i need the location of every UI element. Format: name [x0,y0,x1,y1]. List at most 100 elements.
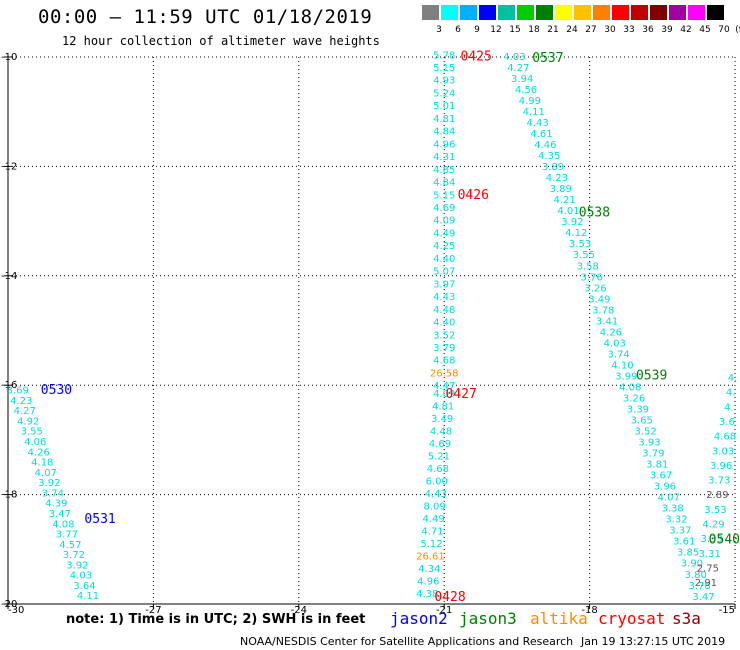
legend-label: 12 [490,25,502,35]
legend-label: 36 [642,25,654,35]
wave-height-value: 3.03 [712,446,734,457]
pass-time-label: 0427 [446,387,477,402]
chart-axes: -30 -27 -24 -21 -18 -15-10-12-14-16-18-20 [1,52,736,616]
legend-swatch [460,5,477,20]
legend-swatch [536,5,553,20]
wave-height-value: 4.47 [433,381,455,392]
wave-height-value: 3.72 [63,550,85,561]
pass-time-label: 0530 [41,383,72,398]
wave-height-value: 4.61 [530,129,552,140]
wave-height-value: 4.03 [604,338,626,349]
wave-height-value: 4.12 [565,228,587,239]
x-tick-label: -18 [581,605,597,616]
wave-height-value: 3.52 [433,330,455,341]
wave-height-value: 4.10 [611,360,633,371]
wave-height-value: 3.79 [433,343,455,354]
x-tick-label: -27 [145,605,161,616]
pass-time-label: 0428 [434,590,465,605]
wave-height-value: 4.23 [546,173,568,184]
wave-height-value: 4.38 [416,589,438,600]
wave-height-value: 3.94 [511,74,533,85]
wave-height-value: 4.69 [433,203,455,214]
wave-height-value: 4.84 [433,127,455,138]
wave-height-value: 4.18 [31,458,53,469]
wave-height-value: 4. [726,388,736,399]
legend-swatch [631,5,648,20]
pass-time-label: 0538 [579,205,610,220]
wave-height-value: 6.00 [426,476,448,487]
wave-height-value: 4.25 [433,241,455,252]
legend-label: 3 [436,25,442,35]
footer-note: note: 1) Time is in UTC; 2) SWH is in fe… [66,612,366,627]
wave-height-value: 4.09 [433,216,455,227]
legend-swatch [555,5,572,20]
satellite-legend-jason2: jason2 [390,609,448,628]
wave-height-value: 3.53 [569,239,591,250]
wave-height-value: 3.80 [685,570,707,581]
legend-label: 9 [474,25,480,35]
chart-track-labels: 0530 0531 0425 0426 0427 0428 0537 0538 0539 0540 [41,49,740,604]
legend-swatch [688,5,705,20]
legend-label: 30 [604,25,616,35]
wave-height-value: 3.99 [615,371,637,382]
wave-height-value: 4.07 [35,468,57,479]
pass-time-label: 0531 [84,512,115,527]
wave-height-value: 3.78 [592,305,614,316]
wave-height-value: 5.01 [433,101,455,112]
wave-height-value: 3.55 [573,250,595,261]
wave-height-value: 3.78 [689,581,711,592]
wave-height-value: 2.89 [706,490,728,501]
legend-swatch [650,5,667,20]
pass-time-label: 0539 [636,368,667,383]
legend-swatch [441,5,458,20]
wave-height-value: 5.24 [433,88,455,99]
wave-height-value: 3.31 [699,549,721,560]
y-tick-label: -14 [1,271,17,282]
wave-height-value: 3.47 [49,509,71,520]
wave-height-value: 3.96 [654,482,676,493]
wave-height-value: 4.08 [52,519,74,530]
wave-height-value: 3.38 [662,504,684,515]
wave-height-value: 4.11 [523,107,545,118]
wave-height-value: 3.49 [431,414,453,425]
wave-height-value: 4.43 [425,489,447,500]
wave-height-value: 4.31 [433,152,455,163]
wave-height-value: 4.26 [600,327,622,338]
legend-swatch [612,5,629,20]
wave-height-value: 3.96 [710,461,732,472]
wave-height-value: 3.90 [681,559,703,570]
wave-height-value: 3.47 [692,592,714,603]
wave-height-value: 4.81 [433,114,455,125]
wave-height-value: 3.73 [708,476,730,487]
wave-height-value: 4.03 [70,571,92,582]
wave-height-value: 3.39 [627,404,649,415]
legend-swatch [479,5,496,20]
satellite-legend-jason3: jason3 [459,609,517,628]
wave-height-value: 4.26 [28,447,50,458]
legend-swatch [422,5,439,20]
legend-label: 21 [547,25,559,35]
satellite-legend-altika: altika [530,609,588,628]
legend-label: 45 [699,25,711,35]
wave-height-value: 3.74 [607,349,629,360]
wave-height-value: 4. [724,402,734,413]
legend-swatch [498,5,515,20]
wave-height-value: 4.81 [432,401,454,412]
wave-height-value: 4.85 [433,165,455,176]
chart-marks: 3.694.234.274.923.554.064.264.184.073.92… [7,50,738,603]
satellite-legend-s3a: s3a [672,609,701,628]
wave-height-value: 4.34 [418,564,440,575]
wave-height-value: 5.21 [428,451,450,462]
wave-height-value: 3.92 [38,478,60,489]
wave-height-value: 3.55 [21,427,43,438]
wave-height-value: 3.97 [433,279,455,290]
wave-height-value: 3.93 [638,438,660,449]
wave-height-value: 4.68 [714,432,736,443]
wave-height-value: 4.71 [421,526,443,537]
legend-swatch [669,5,686,20]
wave-height-value: 3.58 [577,261,599,272]
legend-label: 24 [566,25,578,35]
wave-height-value: 4.68 [427,464,449,475]
wave-height-value: 3.89 [542,162,564,173]
wave-height-value: 3.52 [635,427,657,438]
